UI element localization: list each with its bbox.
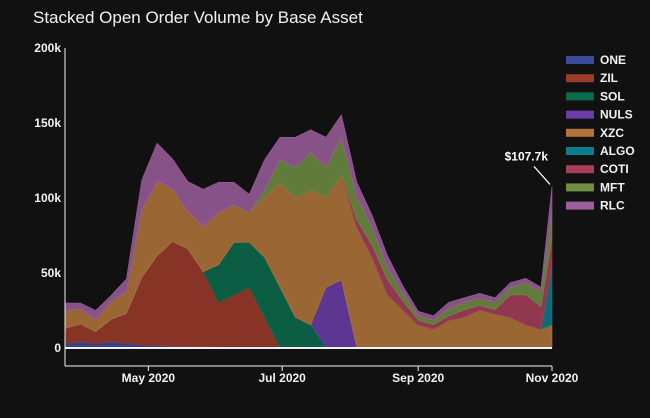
legend-item-one[interactable]: ONE bbox=[566, 53, 626, 67]
legend-swatch bbox=[566, 74, 594, 83]
x-tick-label: Jul 2020 bbox=[258, 371, 306, 385]
legend-label: NULS bbox=[600, 108, 633, 122]
legend-label: ALGO bbox=[600, 144, 635, 158]
x-tick-label: Sep 2020 bbox=[392, 371, 444, 385]
legend-item-zil[interactable]: ZIL bbox=[566, 71, 618, 85]
legend-label: COTI bbox=[600, 162, 629, 176]
legend-label: MFT bbox=[600, 180, 625, 194]
legend-label: SOL bbox=[600, 89, 625, 103]
areas-layer bbox=[64, 114, 553, 349]
y-tick-label: 0 bbox=[54, 341, 61, 355]
annotation-arrow bbox=[533, 166, 551, 185]
legend-item-nuls[interactable]: NULS bbox=[566, 108, 633, 122]
legend-item-rlc[interactable]: RLC bbox=[566, 199, 625, 213]
legend-swatch bbox=[566, 56, 594, 64]
legend-swatch bbox=[566, 110, 594, 119]
legend-swatch bbox=[566, 147, 594, 155]
axes-layer: 0 50k 100k 150k 200k May 2020 Jul 2020 Sep 2020… bbox=[34, 41, 578, 385]
y-tick-label: 100k bbox=[34, 191, 61, 205]
legend-swatch bbox=[566, 165, 594, 174]
chart-title: Stacked Open Order Volume by Base Asset bbox=[33, 8, 363, 27]
y-tick-label: 50k bbox=[41, 266, 61, 280]
legend-item-xzc[interactable]: XZC bbox=[566, 126, 624, 140]
legend-label: ZIL bbox=[600, 71, 618, 85]
x-tick-label: Nov 2020 bbox=[526, 371, 579, 385]
y-tick-label: 150k bbox=[34, 116, 61, 130]
legend-swatch bbox=[566, 183, 594, 192]
annotation-layer: $107.7k bbox=[505, 149, 551, 185]
annotation-label: $107.7k bbox=[505, 149, 549, 163]
legend-item-mft[interactable]: MFT bbox=[566, 180, 625, 194]
legend-item-coti[interactable]: COTI bbox=[566, 162, 629, 176]
legend-label: RLC bbox=[600, 199, 625, 213]
legend-label: XZC bbox=[600, 126, 624, 140]
legend-label: ONE bbox=[600, 53, 626, 67]
x-tick-label: May 2020 bbox=[122, 371, 176, 385]
area-rlc[interactable] bbox=[64, 114, 553, 321]
legend-item-algo[interactable]: ALGO bbox=[566, 144, 635, 158]
legend[interactable]: ONE ZIL SOL NULS XZC ALGO COTI MFT RLC bbox=[566, 53, 635, 213]
legend-swatch bbox=[566, 201, 594, 210]
legend-swatch bbox=[566, 92, 594, 101]
legend-item-sol[interactable]: SOL bbox=[566, 89, 625, 103]
legend-swatch bbox=[566, 128, 594, 137]
y-tick-label: 200k bbox=[34, 41, 61, 55]
